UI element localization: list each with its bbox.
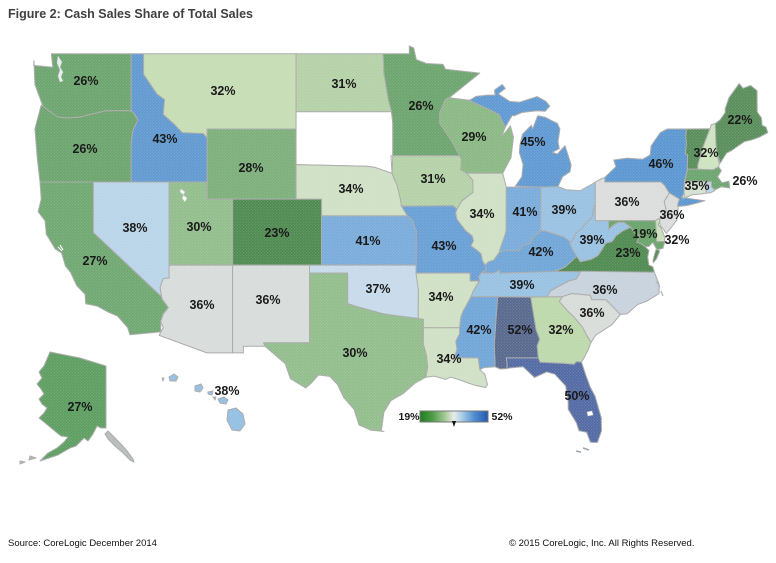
svg-text:36%: 36% xyxy=(255,293,280,307)
svg-text:41%: 41% xyxy=(355,234,380,248)
svg-text:41%: 41% xyxy=(512,205,537,219)
svg-text:26%: 26% xyxy=(72,142,97,156)
svg-text:36%: 36% xyxy=(592,283,617,297)
svg-text:35%: 35% xyxy=(684,179,709,193)
svg-text:29%: 29% xyxy=(461,130,486,144)
svg-text:50%: 50% xyxy=(564,389,589,403)
svg-text:42%: 42% xyxy=(466,323,491,337)
svg-text:27%: 27% xyxy=(82,254,107,268)
svg-text:19%: 19% xyxy=(398,411,420,423)
svg-text:46%: 46% xyxy=(648,157,673,171)
svg-text:30%: 30% xyxy=(186,220,211,234)
svg-text:36%: 36% xyxy=(659,208,684,222)
svg-text:32%: 32% xyxy=(664,233,689,247)
svg-text:19%: 19% xyxy=(632,227,657,241)
svg-text:42%: 42% xyxy=(528,245,553,259)
svg-text:30%: 30% xyxy=(342,346,367,360)
svg-text:26%: 26% xyxy=(408,99,433,113)
svg-text:38%: 38% xyxy=(122,221,147,235)
svg-text:38%: 38% xyxy=(214,384,239,398)
svg-text:32%: 32% xyxy=(210,84,235,98)
svg-text:36%: 36% xyxy=(189,298,214,312)
svg-text:37%: 37% xyxy=(365,282,390,296)
svg-text:36%: 36% xyxy=(614,195,639,209)
svg-text:52%: 52% xyxy=(507,323,532,337)
svg-text:26%: 26% xyxy=(73,74,98,88)
svg-text:31%: 31% xyxy=(331,77,356,91)
svg-text:23%: 23% xyxy=(264,226,289,240)
svg-text:43%: 43% xyxy=(152,132,177,146)
svg-text:39%: 39% xyxy=(579,233,604,247)
svg-text:34%: 34% xyxy=(428,290,453,304)
svg-text:45%: 45% xyxy=(520,135,545,149)
svg-text:52%: 52% xyxy=(491,411,513,423)
svg-text:32%: 32% xyxy=(693,146,718,160)
svg-text:31%: 31% xyxy=(420,172,445,186)
svg-text:34%: 34% xyxy=(469,207,494,221)
svg-text:36%: 36% xyxy=(579,306,604,320)
svg-text:28%: 28% xyxy=(238,161,263,175)
svg-text:34%: 34% xyxy=(436,352,461,366)
svg-text:23%: 23% xyxy=(615,246,640,260)
svg-text:22%: 22% xyxy=(727,113,752,127)
svg-text:34%: 34% xyxy=(338,182,363,196)
svg-text:26%: 26% xyxy=(732,174,757,188)
svg-text:43%: 43% xyxy=(431,239,456,253)
svg-text:27%: 27% xyxy=(67,400,92,414)
svg-text:39%: 39% xyxy=(551,203,576,217)
svg-text:39%: 39% xyxy=(509,278,534,292)
svg-text:32%: 32% xyxy=(548,323,573,337)
